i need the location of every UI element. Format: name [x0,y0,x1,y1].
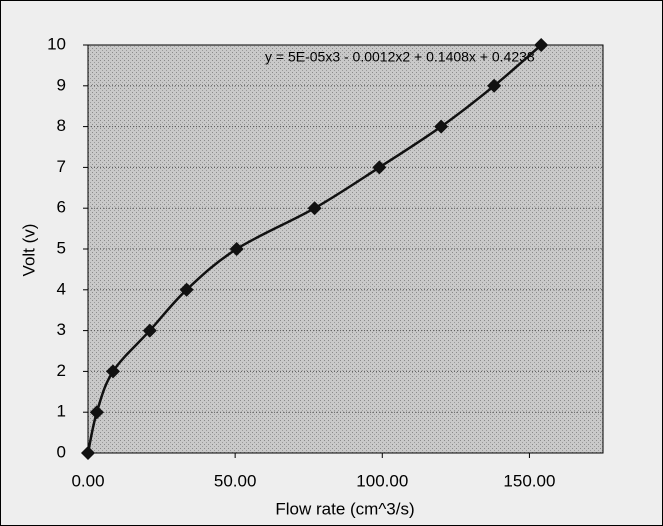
y-tick-label: 2 [57,361,66,380]
x-tick-label: 50.00 [214,471,257,490]
y-tick-label: 4 [57,279,66,298]
y-tick-label: 7 [57,157,66,176]
y-tick-label: 5 [57,238,66,257]
x-tick-label: 0.00 [71,471,104,490]
y-tick-label: 10 [47,34,66,53]
x-axis-label: Flow rate (cm^3/s) [275,499,414,518]
y-tick-label: 6 [57,198,66,217]
y-axis-label: Volt (v) [19,224,38,277]
y-tick-label: 0 [57,442,66,461]
plot-area [88,45,603,453]
y-tick-label: 9 [57,75,66,94]
x-tick-label: 100.00 [356,471,408,490]
y-tick-label: 8 [57,116,66,135]
trendline-equation: y = 5E-05x3 - 0.0012x2 + 0.1408x + 0.423… [265,49,535,65]
y-tick-label: 3 [57,320,66,339]
chart: y = 5E-05x3 - 0.0012x2 + 0.1408x + 0.423… [0,0,663,526]
y-tick-label: 1 [57,402,66,421]
x-tick-label: 150.00 [503,471,555,490]
